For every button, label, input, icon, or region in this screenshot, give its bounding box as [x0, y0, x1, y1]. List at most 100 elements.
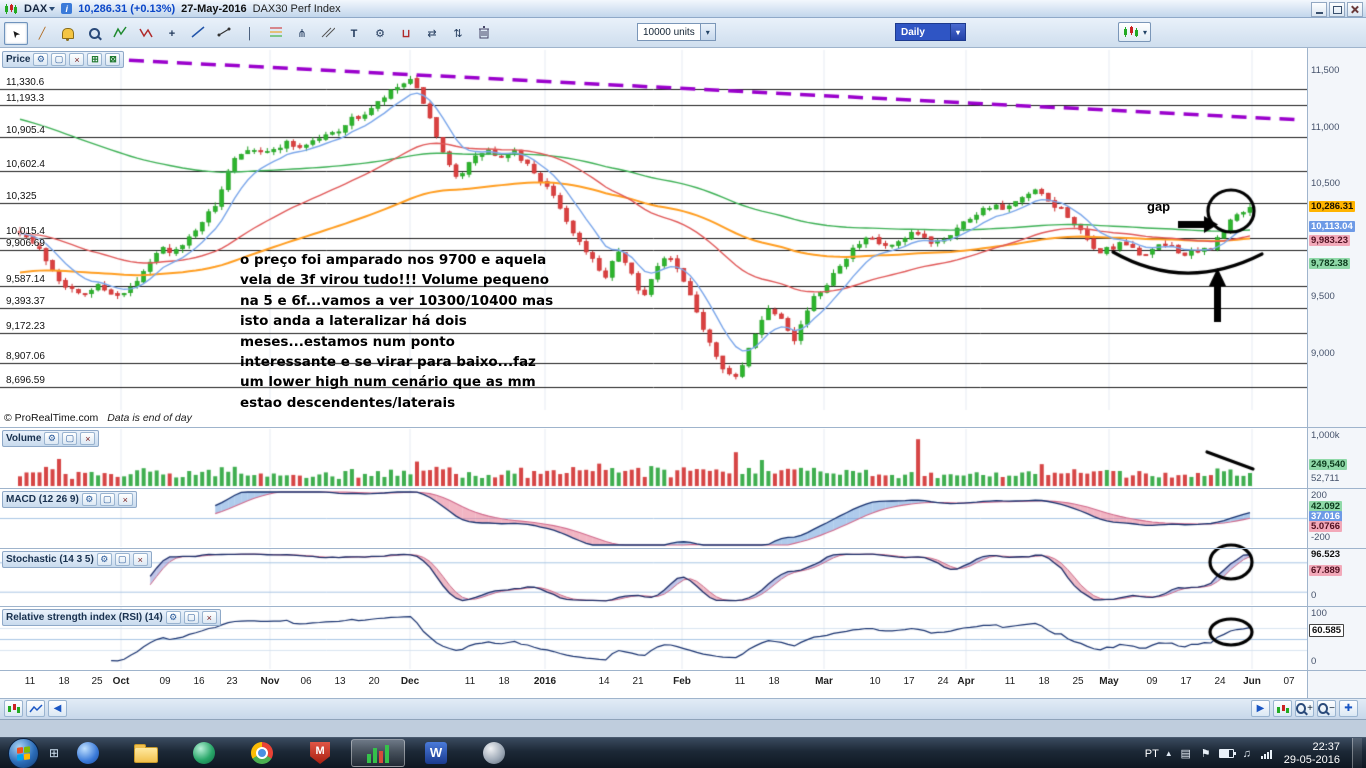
scroll-left-icon[interactable]: ◀ [48, 700, 67, 717]
elliott-wave-tool[interactable] [108, 22, 132, 45]
timeframe-select[interactable]: Daily ▾ [895, 23, 966, 41]
taskbar-app-chrome[interactable] [235, 739, 289, 767]
panel-title: Price [6, 54, 30, 65]
fibonacci-icon [269, 26, 283, 41]
taskbar-app-trading-active[interactable] [351, 739, 405, 767]
panel-separator [0, 548, 1366, 549]
volume-speaker-icon[interactable]: ♫ [1240, 747, 1254, 761]
restore-icon[interactable] [1329, 2, 1345, 17]
panel-separator [0, 606, 1366, 607]
alarm-tool[interactable] [56, 22, 80, 45]
panel-title: MACD (12 26 9) [6, 494, 79, 505]
settings-tool[interactable]: ⚙ [368, 22, 392, 45]
taskbar-app-word[interactable] [409, 739, 463, 767]
settings-wrench-icon[interactable]: ⚙ [82, 493, 97, 506]
tray-time: 22:37 [1284, 741, 1340, 754]
channel-tool[interactable] [316, 22, 340, 45]
close-icon[interactable]: × [118, 493, 133, 506]
close-icon[interactable]: × [80, 432, 95, 445]
taskbar-app-mcafee[interactable] [293, 739, 347, 767]
vertical-line-tool[interactable]: │ [238, 22, 262, 45]
globe-app-icon [193, 742, 215, 764]
taskbar-app-teal[interactable] [177, 739, 231, 767]
ruler-tool[interactable]: ╱ [30, 22, 54, 45]
stochastic-panel-header: Stochastic (14 3 5) ⚙ ▢ × [2, 551, 152, 568]
price-panel-header: Price ⚙ ▢ × ⊞ ⊠ [2, 51, 124, 68]
taskbar-app-media[interactable] [61, 739, 115, 767]
symbol-selector[interactable]: DAX [24, 3, 55, 15]
segment-tool[interactable] [212, 22, 236, 45]
window-icon[interactable]: ▢ [100, 493, 115, 506]
settings-wrench-icon[interactable]: ⚙ [33, 53, 48, 66]
compare-tool[interactable]: ⇄ [420, 22, 444, 45]
zoom-out-icon[interactable]: − [1317, 700, 1336, 717]
windows-flag-icon [17, 746, 30, 760]
zoom-in-icon[interactable]: + [1295, 700, 1314, 717]
settings-wrench-icon[interactable]: ⚙ [44, 432, 59, 445]
trendline-tool[interactable] [186, 22, 210, 45]
magnet-icon: ⊔ [402, 27, 411, 40]
main-toolbar: ➤╱ + │ ⋔ T ⚙ ⊔ ⇄ ⇅ 10000 units ▾ Daily ▾ ▾ [0, 18, 1366, 48]
network-icon[interactable] [1261, 749, 1272, 759]
zigzag-tool[interactable] [134, 22, 158, 45]
close-icon[interactable]: × [202, 611, 217, 624]
taskbar-app-misc[interactable] [467, 739, 521, 767]
mini-chart-icon[interactable] [4, 700, 23, 717]
start-button[interactable] [8, 738, 39, 768]
window-icon[interactable]: ▢ [184, 611, 199, 624]
clock[interactable]: 22:37 29-05-2016 [1284, 741, 1340, 767]
close-icon[interactable]: × [133, 553, 148, 566]
pitchfork-tool[interactable]: ⋔ [290, 22, 314, 45]
scroll-right-icon[interactable]: ▶ [1251, 700, 1270, 717]
candlestick-style-icon [1122, 25, 1140, 39]
magnet-tool[interactable]: ⊔ [394, 22, 418, 45]
pointer-tool[interactable]: ➤ [4, 22, 28, 45]
vertical-line-icon: │ [247, 28, 254, 40]
show-desktop-button[interactable] [1352, 738, 1362, 768]
quick-launch-icon[interactable]: ⊞ [49, 746, 59, 760]
add-indicator-icon[interactable]: ⊞ [87, 53, 102, 66]
window-icon[interactable]: ▢ [62, 432, 77, 445]
copyright-text: © ProRealTime.com [4, 412, 98, 424]
minimize-icon[interactable] [1311, 2, 1327, 17]
info-icon[interactable]: i [61, 3, 72, 14]
mcafee-shield-icon [310, 742, 330, 764]
rsi-panel-header: Relative strength index (RSI) (14) ⚙ ▢ × [2, 609, 221, 626]
action-center-flag-icon[interactable]: ⚑ [1199, 747, 1213, 761]
pitchfork-icon: ⋔ [297, 27, 306, 40]
alarm-bell-icon [62, 28, 74, 39]
settings-wrench-icon[interactable]: ⚙ [97, 553, 112, 566]
swap-arrows-icon: ⇅ [453, 27, 462, 40]
close-window-icon[interactable] [1347, 2, 1363, 17]
annotation-line: na 5 e 6f...vamos a ver 10300/10400 mas [240, 291, 553, 311]
point-tool[interactable]: + [160, 22, 184, 45]
close-icon[interactable]: × [69, 53, 84, 66]
chart-canvas[interactable] [0, 48, 1307, 670]
settings-wrench-icon[interactable]: ⚙ [166, 611, 181, 624]
tray-expand-icon[interactable]: ▲ [1165, 749, 1173, 758]
panel-title: Volume [6, 433, 41, 444]
language-indicator[interactable]: PT [1145, 748, 1159, 760]
window-icon[interactable]: ▢ [115, 553, 130, 566]
chart-style-button[interactable]: ▾ [1118, 22, 1151, 42]
bottom-left-tools: ◀ [4, 700, 67, 717]
display-icon[interactable]: ▤ [1179, 747, 1193, 761]
taskbar-app-explorer[interactable] [119, 739, 173, 767]
battery-icon[interactable] [1219, 749, 1234, 758]
trash-tool[interactable] [472, 22, 496, 45]
pan-move-icon[interactable]: ✚ [1339, 700, 1358, 717]
units-select[interactable]: 10000 units ▾ [637, 23, 716, 41]
app-logo-icon [4, 3, 18, 15]
drawing-tools-group: ➤╱ + │ ⋔ T ⚙ ⊔ ⇄ ⇅ [4, 22, 496, 45]
gap-annotation-label: gap [1147, 199, 1170, 214]
window-icon[interactable]: ▢ [51, 53, 66, 66]
fit-chart-icon[interactable] [1273, 700, 1292, 717]
fibonacci-tool[interactable] [264, 22, 288, 45]
swap-tool[interactable]: ⇅ [446, 22, 470, 45]
mini-line-chart-icon[interactable] [26, 700, 45, 717]
text-tool[interactable]: T [342, 22, 366, 45]
compare-symbol-icon[interactable]: ⊠ [105, 53, 120, 66]
wrench-icon: ⚙ [375, 27, 385, 40]
tray-date: 29-05-2016 [1284, 754, 1340, 767]
zoom-tool[interactable] [82, 22, 106, 45]
